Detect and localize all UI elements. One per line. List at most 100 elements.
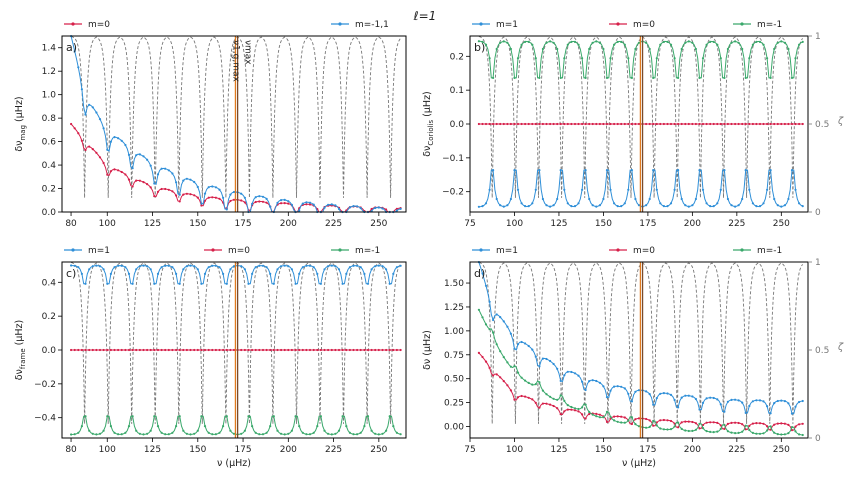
legend-label: m=-1 bbox=[355, 246, 380, 256]
x-tick-label: 75 bbox=[464, 445, 475, 455]
zeta-curve bbox=[478, 262, 804, 424]
legend-marker bbox=[616, 248, 620, 252]
zeta-tick-label: 1 bbox=[815, 32, 821, 42]
x-tick-label: 200 bbox=[684, 445, 701, 455]
x-tick-label: 225 bbox=[728, 219, 745, 229]
y-tick-label: −0.2 bbox=[34, 380, 56, 390]
y-tick-label: 0.50 bbox=[444, 375, 464, 385]
zeta-axis-label: ζ bbox=[837, 342, 844, 353]
x-tick-label: 125 bbox=[144, 445, 161, 455]
ylabel-unit: (µHz) bbox=[422, 91, 433, 120]
x-tick-label: 150 bbox=[189, 445, 206, 455]
panel-3: 80 100 125 150 175 200 225 250 −0.4 −0.2 0.0 0.2 0.4… bbox=[14, 246, 407, 469]
x-tick-label: 175 bbox=[639, 445, 656, 455]
zeta-axis-label: ζ bbox=[837, 116, 844, 127]
y-axis-label: δνmag (µHz) bbox=[14, 96, 27, 151]
x-tick-label: 150 bbox=[189, 219, 206, 229]
y-tick-label: 0.2 bbox=[42, 185, 56, 195]
y-tick-label: 0.1 bbox=[450, 86, 464, 96]
x-tick-label: 125 bbox=[550, 445, 567, 455]
x-tick-label: 150 bbox=[595, 219, 612, 229]
x-tick-label: 225 bbox=[325, 445, 342, 455]
ylabel-main: δν bbox=[422, 359, 433, 370]
y-tick-label: 1.25 bbox=[444, 303, 464, 313]
y-tick-label: 0.4 bbox=[42, 278, 57, 288]
x-tick-label: 200 bbox=[280, 445, 297, 455]
zeta-curve bbox=[71, 36, 401, 198]
y-axis-label: δν (µHz) bbox=[422, 330, 433, 370]
x-tick-label: 100 bbox=[99, 219, 116, 229]
x-tick-label: 225 bbox=[728, 445, 745, 455]
y-tick-label: −0.4 bbox=[34, 414, 56, 424]
y-axis-label: δνCoriolis (µHz) bbox=[422, 91, 435, 157]
zeta-tick-label: 0.5 bbox=[815, 346, 829, 356]
legend-label: m=1 bbox=[88, 246, 110, 256]
x-tick-label: 250 bbox=[773, 219, 790, 229]
panel-label: d) bbox=[474, 267, 485, 280]
x-axis-label: ν (µHz) bbox=[622, 458, 656, 469]
x-tick-label: 125 bbox=[550, 219, 567, 229]
ylabel-sub: Coriolis bbox=[427, 119, 435, 145]
zeta-tick-label: 1 bbox=[815, 258, 821, 268]
axes-frame bbox=[61, 35, 407, 213]
x-tick-label: 175 bbox=[234, 219, 251, 229]
x-axis-label: ν (µHz) bbox=[217, 458, 251, 469]
data-point bbox=[801, 122, 804, 126]
y-tick-label: −0.1 bbox=[442, 154, 464, 164]
legend: m=1 m=0 m=-1 bbox=[472, 246, 782, 256]
x-tick-label: 125 bbox=[144, 219, 161, 229]
legend-label: m=1 bbox=[496, 20, 518, 30]
x-tick-label: 175 bbox=[639, 219, 656, 229]
x-tick-label: 225 bbox=[325, 219, 342, 229]
axes-frame bbox=[469, 261, 809, 439]
zeta-curve bbox=[478, 36, 804, 198]
legend-label: m=1 bbox=[496, 246, 518, 256]
x-tick-label: 200 bbox=[684, 219, 701, 229]
legend-label: m=-1,1 bbox=[355, 20, 389, 30]
y-tick-label: 1.50 bbox=[444, 279, 464, 289]
legend-marker bbox=[71, 248, 75, 252]
figure-title: ℓ=1 bbox=[413, 9, 437, 23]
panel-label: a) bbox=[66, 41, 77, 54]
zeta-tick-label: 0 bbox=[815, 208, 821, 218]
legend: m=0 m=-1,1 bbox=[64, 20, 389, 30]
legend: m=1 m=0 m=-1 bbox=[64, 246, 380, 256]
vline-label: νmax bbox=[243, 40, 253, 65]
y-tick-label: 0.25 bbox=[444, 399, 464, 409]
legend-marker bbox=[338, 248, 342, 252]
legend-marker bbox=[338, 22, 342, 26]
ylabel-main: δν bbox=[14, 141, 25, 152]
legend-label: m=-1 bbox=[757, 20, 782, 30]
vline-label: ν1,g,max bbox=[230, 40, 240, 82]
y-axis-label: δνframe (µHz) bbox=[14, 320, 27, 381]
y-tick-label: 0.2 bbox=[450, 52, 464, 62]
y-tick-label: 1.00 bbox=[444, 327, 464, 337]
x-tick-label: 250 bbox=[370, 445, 387, 455]
x-tick-label: 100 bbox=[506, 445, 523, 455]
legend-label: m=0 bbox=[88, 20, 110, 30]
y-tick-label: 1.4 bbox=[42, 44, 57, 54]
legend-marker bbox=[71, 22, 75, 26]
y-tick-label: 0.0 bbox=[450, 120, 465, 130]
y-tick-label: 0.4 bbox=[42, 161, 57, 171]
x-tick-label: 150 bbox=[595, 445, 612, 455]
legend-marker bbox=[479, 22, 483, 26]
zeta-tick-label: 0 bbox=[815, 434, 821, 444]
legend-label: m=0 bbox=[228, 246, 250, 256]
x-tick-label: 100 bbox=[506, 219, 523, 229]
y-tick-label: 0.75 bbox=[444, 351, 464, 361]
legend-marker bbox=[740, 22, 744, 26]
panel-label: c) bbox=[66, 267, 76, 280]
legend-marker bbox=[211, 248, 215, 252]
y-tick-label: 0.6 bbox=[42, 138, 57, 148]
ylabel-main: δν bbox=[422, 146, 433, 157]
zeta-tick-label: 0.5 bbox=[815, 120, 829, 130]
x-tick-label: 75 bbox=[464, 219, 475, 229]
y-tick-label: 0.0 bbox=[42, 346, 57, 356]
ylabel-unit: (µHz) bbox=[422, 330, 433, 359]
ylabel-sub: frame bbox=[19, 348, 27, 369]
y-tick-label: 0.2 bbox=[42, 312, 56, 322]
ylabel-main: δν bbox=[14, 369, 25, 380]
